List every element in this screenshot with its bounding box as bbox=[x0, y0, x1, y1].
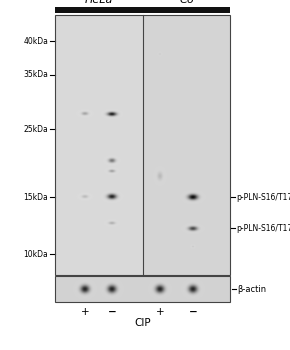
Text: β-actin: β-actin bbox=[237, 285, 266, 294]
Text: +: + bbox=[81, 307, 89, 317]
Text: −: − bbox=[188, 307, 197, 317]
Text: 15kDa: 15kDa bbox=[23, 193, 48, 202]
Bar bbox=[143, 7, 230, 13]
Text: CIP: CIP bbox=[134, 318, 151, 328]
Text: −: − bbox=[108, 307, 116, 317]
Bar bbox=[55, 15, 143, 275]
Text: 10kDa: 10kDa bbox=[23, 250, 48, 259]
Text: p-PLN-S16/T17: p-PLN-S16/T17 bbox=[236, 224, 290, 233]
Text: +: + bbox=[156, 307, 164, 317]
Text: C6: C6 bbox=[179, 0, 194, 5]
Bar bbox=[143, 15, 230, 275]
Bar bbox=[55, 15, 230, 275]
Bar bbox=[55, 7, 143, 13]
Text: 25kDa: 25kDa bbox=[23, 125, 48, 134]
Text: 40kDa: 40kDa bbox=[23, 36, 48, 46]
Text: p-PLN-S16/T17: p-PLN-S16/T17 bbox=[236, 193, 290, 202]
Text: 35kDa: 35kDa bbox=[23, 70, 48, 79]
Bar bbox=[55, 276, 230, 302]
Text: HeLa: HeLa bbox=[85, 0, 113, 5]
